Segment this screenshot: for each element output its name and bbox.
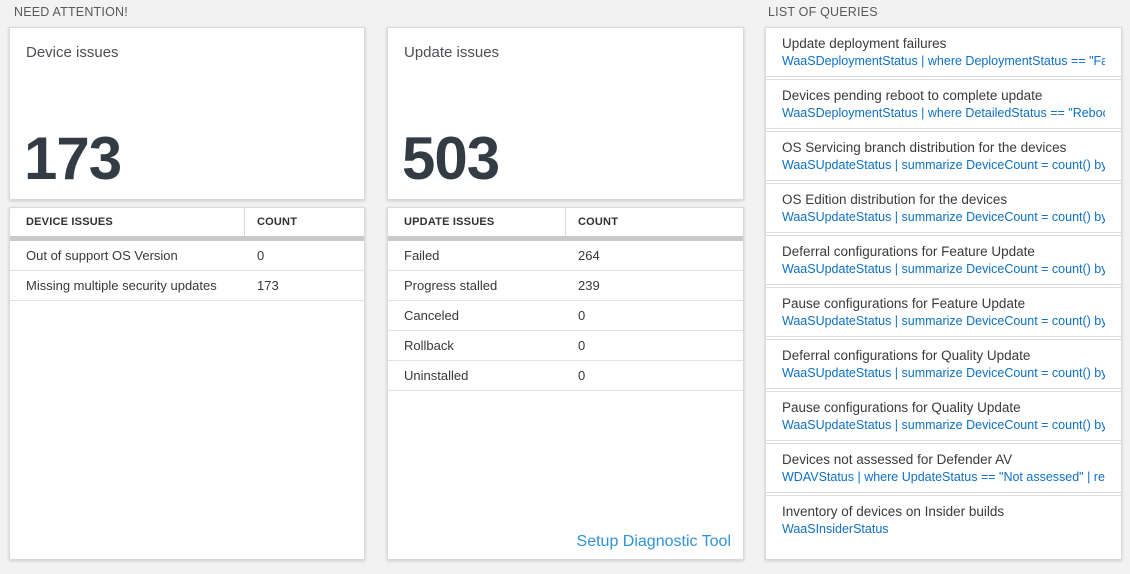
issue-count: 0 — [578, 368, 586, 383]
issue-label: Canceled — [404, 308, 459, 323]
query-text: WaaSDeploymentStatus | where DeploymentS… — [782, 54, 1105, 68]
issue-label: Uninstalled — [404, 368, 469, 383]
update-issues-table-header: UPDATE ISSUES COUNT — [388, 208, 743, 236]
device-issues-count: 173 — [24, 125, 122, 192]
query-item-pause-quality-update[interactable]: Pause configurations for Quality Update … — [766, 391, 1121, 441]
device-issues-title: Device issues — [26, 44, 119, 61]
query-item-deferral-quality-update[interactable]: Deferral configurations for Quality Upda… — [766, 339, 1121, 389]
query-item-update-deployment-failures[interactable]: Update deployment failures WaaSDeploymen… — [766, 28, 1121, 77]
list-of-queries-heading: LIST OF QUERIES — [768, 5, 878, 19]
query-title: OS Edition distribution for the devices — [782, 192, 1008, 207]
need-attention-heading: NEED ATTENTION! — [14, 5, 128, 19]
query-title: Deferral configurations for Quality Upda… — [782, 348, 1031, 363]
update-issues-count: 503 — [402, 125, 500, 192]
query-text: WaaSUpdateStatus | summarize DeviceCount… — [782, 262, 1105, 276]
count-column-header: COUNT — [578, 216, 619, 228]
query-title: Deferral configurations for Feature Upda… — [782, 244, 1035, 259]
table-row[interactable]: Progress stalled 239 — [388, 271, 743, 301]
issue-label: Failed — [404, 248, 440, 263]
issue-count: 0 — [578, 338, 586, 353]
table-header-divider — [388, 236, 743, 241]
device-issues-table: DEVICE ISSUES COUNT Out of support OS Ve… — [9, 207, 365, 560]
queries-list: Update deployment failures WaaSDeploymen… — [765, 27, 1122, 560]
issue-label: Rollback — [404, 338, 454, 353]
device-issues-tile[interactable]: Device issues 173 — [9, 27, 365, 200]
table-row[interactable]: Canceled 0 — [388, 301, 743, 331]
query-title: Devices pending reboot to complete updat… — [782, 88, 1043, 103]
query-item-insider-builds-inventory[interactable]: Inventory of devices on Insider builds W… — [766, 495, 1121, 544]
issue-count: 239 — [578, 278, 600, 293]
query-title: OS Servicing branch distribution for the… — [782, 140, 1067, 155]
query-text: WaaSInsiderStatus — [782, 522, 889, 536]
table-header-divider — [10, 236, 364, 241]
count-column-header: COUNT — [257, 216, 298, 228]
issue-label: Missing multiple security updates — [26, 278, 217, 293]
query-text: WDAVStatus | where UpdateStatus == "Not … — [782, 470, 1105, 484]
query-text: WaaSUpdateStatus | summarize DeviceCount… — [782, 418, 1105, 432]
query-text: WaaSDeploymentStatus | where DetailedSta… — [782, 106, 1105, 120]
query-title: Inventory of devices on Insider builds — [782, 504, 1005, 519]
table-row[interactable]: Uninstalled 0 — [388, 361, 743, 391]
issue-count: 0 — [578, 308, 586, 323]
query-title: Update deployment failures — [782, 36, 947, 51]
query-text: WaaSUpdateStatus | summarize DeviceCount… — [782, 366, 1105, 380]
query-text: WaaSUpdateStatus | summarize DeviceCount… — [782, 210, 1105, 224]
update-issues-column-header: UPDATE ISSUES — [388, 208, 566, 236]
update-issues-title: Update issues — [404, 44, 500, 61]
table-row[interactable]: Failed 264 — [388, 241, 743, 271]
query-title: Pause configurations for Feature Update — [782, 296, 1026, 311]
query-item-os-servicing-branch[interactable]: OS Servicing branch distribution for the… — [766, 131, 1121, 181]
issue-label: Progress stalled — [404, 278, 498, 293]
setup-diagnostic-tool-link[interactable]: Setup Diagnostic Tool — [576, 533, 731, 550]
query-text: WaaSUpdateStatus | summarize DeviceCount… — [782, 158, 1105, 172]
query-title: Pause configurations for Quality Update — [782, 400, 1021, 415]
query-item-defender-av-not-assessed[interactable]: Devices not assessed for Defender AV WDA… — [766, 443, 1121, 493]
table-row[interactable]: Rollback 0 — [388, 331, 743, 361]
issue-count: 264 — [578, 248, 600, 263]
query-text: WaaSUpdateStatus | summarize DeviceCount… — [782, 314, 1105, 328]
device-issues-table-header: DEVICE ISSUES COUNT — [10, 208, 364, 236]
query-item-deferral-feature-update[interactable]: Deferral configurations for Feature Upda… — [766, 235, 1121, 285]
issue-count: 173 — [257, 278, 279, 293]
query-title: Devices not assessed for Defender AV — [782, 452, 1013, 467]
device-issues-column-header: DEVICE ISSUES — [10, 208, 245, 236]
query-item-devices-pending-reboot[interactable]: Devices pending reboot to complete updat… — [766, 79, 1121, 129]
table-row[interactable]: Out of support OS Version 0 — [10, 241, 364, 271]
query-item-pause-feature-update[interactable]: Pause configurations for Feature Update … — [766, 287, 1121, 337]
issue-label: Out of support OS Version — [26, 248, 178, 263]
issue-count: 0 — [257, 248, 265, 263]
table-row[interactable]: Missing multiple security updates 173 — [10, 271, 364, 301]
update-issues-tile[interactable]: Update issues 503 — [387, 27, 744, 200]
update-issues-table: UPDATE ISSUES COUNT Failed 264 Progress … — [387, 207, 744, 560]
query-item-os-edition-distribution[interactable]: OS Edition distribution for the devices … — [766, 183, 1121, 233]
